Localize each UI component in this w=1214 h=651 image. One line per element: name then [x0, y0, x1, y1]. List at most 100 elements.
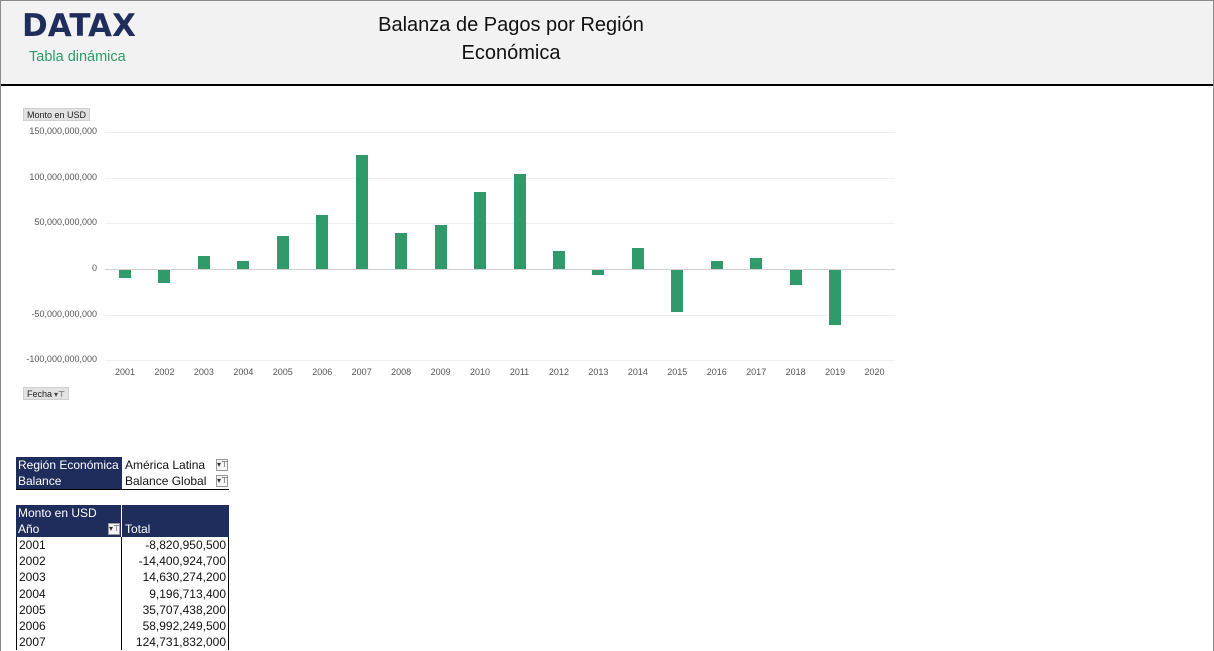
- x-tick-label: 2008: [391, 367, 412, 377]
- report-filters: Región Económica América Latina ▾⊤ Balanc…: [16, 457, 229, 490]
- filter-row-balance: Balance Balance Global ▾⊤: [16, 473, 229, 489]
- bar-2003[interactable]: [197, 255, 210, 269]
- bar-2009[interactable]: [434, 224, 447, 269]
- year-cell[interactable]: 2007: [17, 634, 122, 651]
- dashboard-header: DATAX Tabla dinámica Balanza de Pagos po…: [1, 1, 1213, 86]
- gridline: [105, 132, 895, 133]
- year-cell[interactable]: 2001: [17, 537, 122, 554]
- x-tick-label: 2019: [825, 367, 846, 377]
- bar-2010[interactable]: [474, 192, 487, 269]
- fecha-field-button[interactable]: Fecha ▾⊤: [23, 387, 69, 400]
- x-tick-label: 2006: [312, 367, 333, 377]
- bar-2011[interactable]: [513, 174, 526, 269]
- total-cell[interactable]: -14,400,924,700: [138, 554, 226, 569]
- x-tick-label: 2010: [470, 367, 491, 377]
- bar-2014[interactable]: [631, 248, 644, 269]
- pivot-header: Monto en USD Año ▾⊤ Total: [16, 505, 229, 537]
- x-tick-label: 2017: [746, 367, 767, 377]
- filter-dropdown-icon: ▾⊤: [54, 390, 65, 399]
- x-tick-label: 2007: [351, 367, 372, 377]
- fecha-label: Fecha: [27, 389, 53, 399]
- x-tick-label: 2013: [588, 367, 609, 377]
- table-row[interactable]: 2006 58,992,249,500: [16, 617, 229, 635]
- bar-2019[interactable]: [829, 270, 842, 325]
- table-row[interactable]: 2003 14,630,274,200: [16, 569, 229, 586]
- total-cell[interactable]: 124,731,832,000: [135, 635, 226, 650]
- bar-2012[interactable]: [552, 251, 565, 269]
- x-tick-label: 2020: [864, 367, 885, 377]
- year-cell[interactable]: 2003: [17, 569, 122, 586]
- subtitle: Tabla dinámica: [29, 49, 126, 65]
- year-cell[interactable]: 2006: [17, 617, 122, 635]
- pivot-chart[interactable]: 150,000,000,000 100,000,000,000 50,000,000…: [1, 91, 901, 391]
- bar-2008[interactable]: [395, 233, 408, 269]
- year-cell[interactable]: 2005: [17, 601, 122, 618]
- total-cell[interactable]: -8,820,950,500: [145, 538, 226, 552]
- bar-2016[interactable]: [710, 260, 723, 269]
- table-row[interactable]: 2007 124,731,832,000: [16, 634, 229, 651]
- x-tick-label: 2014: [627, 367, 648, 377]
- pivot-body: 2001 -8,820,950,500 2002 -14,400,924,700 200…: [16, 537, 229, 651]
- total-cell[interactable]: 14,630,274,200: [142, 570, 226, 585]
- title-line-1: Balanza de Pagos por Región: [378, 14, 644, 36]
- gridline: [105, 314, 895, 316]
- x-tick-label: 2002: [154, 367, 175, 377]
- filter-value: Balance Global ▾⊤: [122, 473, 229, 489]
- filter-dropdown-icon[interactable]: ▾⊤: [108, 523, 120, 535]
- x-tick-label: 2011: [509, 367, 530, 377]
- filter-dropdown-icon[interactable]: ▾⊤: [216, 475, 228, 487]
- table-row[interactable]: 2002 -14,400,924,700: [16, 553, 229, 570]
- year-cell[interactable]: 2002: [17, 553, 122, 570]
- filter-dropdown-icon[interactable]: ▾⊤: [216, 459, 228, 471]
- table-row[interactable]: 2004 9,196,713,400: [16, 585, 229, 602]
- title-line-2: Económica: [461, 42, 561, 64]
- x-tick-label: 2001: [114, 367, 136, 377]
- gridline: [105, 177, 895, 179]
- gridline: [105, 223, 895, 225]
- x-tick-label: 2005: [272, 367, 293, 377]
- total-cell[interactable]: 35,707,438,200: [142, 602, 226, 617]
- x-tick-label: 2016: [706, 367, 727, 377]
- x-tick-label: 2004: [233, 367, 254, 377]
- bar-2006[interactable]: [316, 215, 329, 269]
- bar-2007[interactable]: [355, 155, 368, 269]
- row-field-header: Año ▾⊤: [18, 522, 120, 536]
- bar-2013[interactable]: [592, 270, 605, 276]
- table-row[interactable]: 2005 35,707,438,200: [16, 601, 229, 618]
- datax-logo: DATAX: [22, 8, 136, 44]
- total-column-header: Total: [125, 522, 151, 536]
- y-tick-label: 150,000,000,000: [29, 126, 97, 136]
- y-tick-label: 50,000,000,000: [34, 217, 97, 228]
- pivot-table: Monto en USD Año ▾⊤ Total 2001 -8,820,950,…: [16, 505, 229, 651]
- y-tick-label: 100,000,000,000: [29, 171, 97, 182]
- x-tick-label: 2018: [785, 367, 806, 377]
- value-field-button[interactable]: Monto en USD: [23, 108, 91, 121]
- year-cell[interactable]: 2004: [17, 585, 122, 602]
- filter-row-region: Región Económica América Latina ▾⊤: [16, 457, 229, 473]
- gridline: [105, 360, 895, 362]
- y-tick-label: 0: [91, 263, 97, 273]
- zero-axis-line: [105, 269, 895, 270]
- table-row[interactable]: 2001 -8,820,950,500: [16, 537, 229, 554]
- bar-2002[interactable]: [158, 270, 171, 284]
- y-tick-label: -100,000,000,000: [26, 354, 97, 365]
- bar-2001[interactable]: [119, 270, 131, 279]
- total-cell[interactable]: 9,196,713,400: [149, 586, 226, 601]
- pivot-value-header: Monto en USD: [18, 506, 97, 520]
- x-tick-label: 2003: [193, 367, 214, 377]
- bar-2004[interactable]: [237, 260, 250, 269]
- y-tick-label: -50,000,000,000: [31, 308, 97, 319]
- x-tick-label: 2009: [430, 367, 451, 377]
- filter-value: América Latina ▾⊤: [122, 457, 229, 473]
- bar-2015[interactable]: [671, 270, 684, 313]
- bar-2005[interactable]: [276, 236, 289, 269]
- filter-label: Balance: [16, 473, 122, 489]
- filter-label: Región Económica: [16, 457, 122, 473]
- page-title: Balanza de Pagos por Región Económica: [331, 11, 691, 67]
- bar-2018[interactable]: [789, 270, 802, 286]
- x-tick-label: 2012: [548, 367, 569, 377]
- bar-2017[interactable]: [750, 257, 763, 269]
- total-cell[interactable]: 58,992,249,500: [142, 618, 226, 633]
- x-tick-label: 2015: [667, 367, 688, 377]
